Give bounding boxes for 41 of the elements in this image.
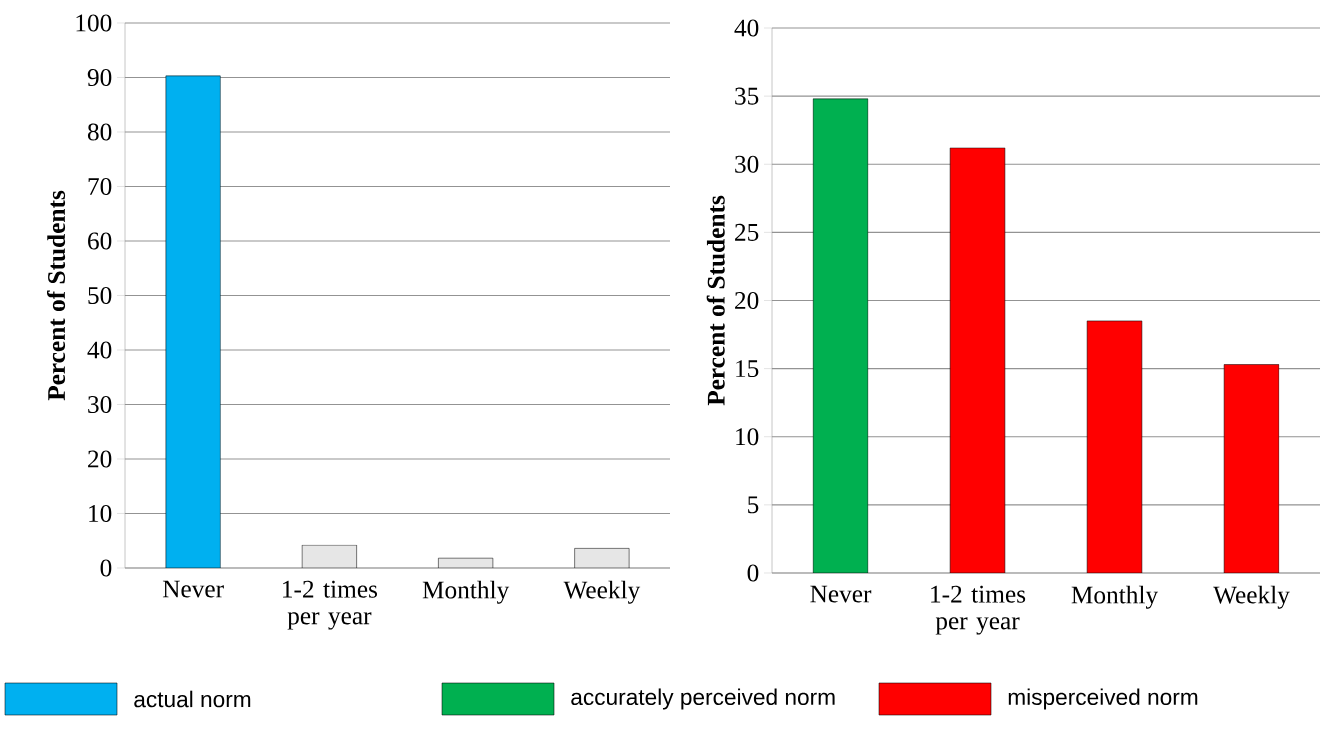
y-tick-label: 10 [736,428,759,446]
y-tick-label: 40 [734,19,759,37]
bar [301,544,357,568]
y-tick-label: 80 [87,123,112,141]
y-tick-label: 40 [87,341,112,359]
y-tick-label: 10 [89,504,112,523]
x-tick-label: 1-2 times per year [283,580,378,630]
x-tick-label: Never [162,580,224,598]
y-tick-label: 90 [87,68,112,87]
y-tick-label: 60 [88,232,112,250]
legend-label: actual norm [134,690,251,708]
y-tick-label: 20 [88,450,112,468]
x-tick-label: Monthly [1071,585,1159,609]
bar [812,98,869,573]
bar [1086,320,1143,573]
bar [165,75,221,568]
x-tick-label: Weekly [1213,585,1290,609]
y-tick-label: 100 [76,14,112,32]
x-tick-label: 1-2 times per year [931,585,1026,635]
bar [1223,364,1280,573]
bar [574,548,630,568]
y-tick-label: 25 [735,223,759,241]
x-tick-label: Weekly [563,580,641,604]
legend-label: accurately perceived norm [571,688,835,710]
bar [438,557,494,568]
y-tick-label: 15 [736,360,759,378]
y-tick-label: 0 [100,559,112,577]
y-tick-label: 0 [747,564,759,582]
y-tick-label: 50 [88,286,112,305]
bar [949,147,1006,573]
y-tick-label: 30 [88,395,112,414]
x-tick-label: Monthly [422,580,510,604]
y-axis-title: Percent of Students [46,190,66,401]
y-tick-label: 30 [735,155,759,173]
x-tick-label: Never [810,585,872,603]
y-tick-label: 35 [735,87,759,105]
y-axis-title: Percent of Students [706,195,725,406]
y-tick-label: 20 [735,291,759,310]
y-tick-label: 5 [748,496,759,514]
y-tick-label: 70 [88,177,112,196]
legend-label: misperceived norm [1008,688,1198,710]
